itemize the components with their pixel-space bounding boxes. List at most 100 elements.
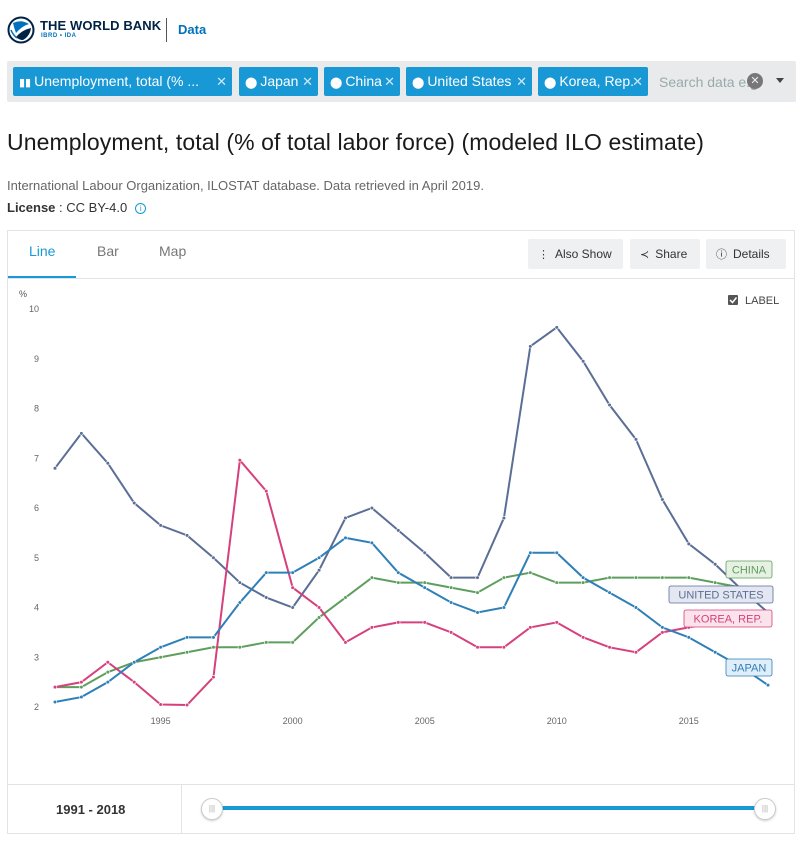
label-toggle-text[interactable]: LABEL [745,295,779,307]
data-point [211,645,216,650]
year-range-slider[interactable] [212,806,772,810]
details-label: Details [733,247,770,261]
range-start: 1991 [56,802,85,817]
data-point [132,660,137,665]
y-tick-label: 2 [34,702,39,712]
chart-panel: Line Bar Map ⋮ Also Show ≺ Share ⓘ Details … [7,230,795,834]
share-icon: ≺ [640,249,650,261]
data-point [765,683,771,688]
chip-united-states[interactable]: ⬤ United States ✕ [406,67,532,96]
data-point [343,515,348,521]
chip-label: China [345,73,382,89]
data-point [79,431,84,436]
remove-chip-icon[interactable]: ✕ [516,74,527,89]
data-point [79,694,84,700]
data-point [158,702,163,707]
chip-japan[interactable]: ⬤ Japan ✕ [239,67,318,96]
world-bank-globe-icon[interactable] [7,16,35,44]
license-label: License [7,200,56,215]
remove-chip-icon[interactable]: ✕ [216,74,227,89]
series-end-label: CHINA [732,565,767,577]
data-point [264,570,269,575]
details-button[interactable]: ⓘ Details [706,239,786,269]
data-point [528,550,533,555]
data-point [184,635,190,640]
series-label-box [668,585,774,604]
data-point [554,325,559,330]
data-point [581,359,586,364]
x-tick-label: 1995 [151,716,171,726]
chip-indicator[interactable]: ▮▮ Unemployment, total (% ... ✕ [13,67,232,96]
data-source: International Labour Organization, ILOST… [7,178,484,193]
data-point [607,645,612,650]
x-tick-label: 2015 [679,716,699,726]
data-point [449,575,454,580]
data-point [581,575,586,580]
y-tick-label: 7 [34,453,39,463]
remove-chip-icon[interactable]: ✕ [632,74,643,89]
y-tick-label: 3 [34,652,39,662]
data-point [713,562,718,567]
x-tick-label: 2005 [415,716,435,726]
data-point [475,575,480,580]
series-china [52,570,771,690]
tab-line[interactable]: Line [29,243,56,259]
data-point [554,620,559,625]
data-point [501,515,507,521]
bar-chart-icon: ▮▮ [19,77,32,89]
data-point [528,570,533,575]
data-point [369,540,374,545]
chip-china[interactable]: ⬤ China ✕ [324,67,400,96]
info-icon[interactable]: i [135,203,147,214]
remove-chip-icon[interactable]: ✕ [302,74,313,89]
data-section-link[interactable]: Data [178,22,207,37]
data-point [79,680,84,685]
y-tick-label: 6 [34,503,39,513]
label-checkbox[interactable] [728,295,738,305]
data-point [633,605,639,610]
data-point [369,575,374,580]
tabs-divider [8,278,794,279]
data-point [211,635,216,640]
range-divider [181,785,182,834]
series-label-box [725,658,773,677]
data-point [660,625,665,630]
page-title: Unemployment, total (% of total labor fo… [7,129,704,155]
also-show-label: Also Show [555,247,612,261]
data-point [132,680,137,685]
tab-bar[interactable]: Bar [97,243,119,259]
license-line: License : CC BY-4.0 i [7,200,147,215]
tab-map[interactable]: Map [159,243,187,259]
data-point [475,645,480,650]
clear-search-icon[interactable]: ✕ [747,73,763,89]
chip-korea[interactable]: ⬤ Korea, Rep. ✕ [538,67,648,96]
dropdown-caret-icon[interactable] [776,78,784,83]
x-tick-label: 2010 [547,716,567,726]
data-point [316,615,322,620]
data-point [633,650,639,655]
pin-icon: ⬤ [330,77,343,89]
data-point [396,570,401,575]
data-point [158,645,163,650]
x-tick-label: 2000 [283,716,303,726]
range-end: 2018 [96,802,126,817]
also-show-button[interactable]: ⋮ Also Show [528,239,623,269]
data-point [422,550,427,555]
search-input[interactable]: Search data e.g [659,74,758,90]
data-point [607,590,612,595]
data-point [290,640,295,645]
share-button[interactable]: ≺ Share [630,239,700,269]
remove-chip-icon[interactable]: ✕ [384,74,395,89]
slider-start-handle[interactable]: ||| [201,798,223,820]
brand-name[interactable]: THE WORLD BANK [40,18,162,33]
slider-end-handle[interactable]: ||| [754,798,776,820]
y-tick-label: 5 [34,553,39,563]
data-point [396,620,401,625]
data-point [184,650,190,655]
data-point [633,575,639,580]
data-point [501,645,507,650]
share-label: Share [655,247,688,261]
data-point [52,466,58,471]
data-point [184,702,190,708]
data-point [52,685,58,690]
